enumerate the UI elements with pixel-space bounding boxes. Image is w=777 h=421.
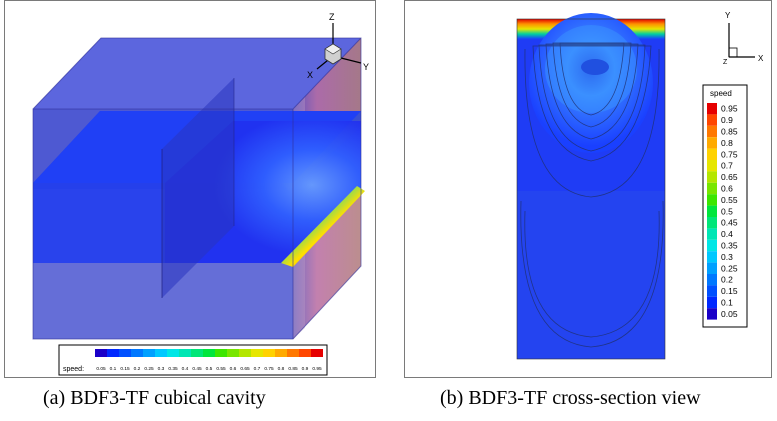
- legend-tick-label: 0.8: [721, 138, 733, 148]
- legend-swatch: [155, 349, 167, 357]
- legend-swatch: [167, 349, 179, 357]
- legend-tick-label: 0.9: [721, 115, 733, 125]
- legend-swatch: [707, 296, 717, 309]
- figure-b-panel: Y Z X speed 0.95 0.9 0.85 0.8 0.75 0.7 0.65 0.6…: [404, 0, 772, 378]
- legend-tick-label: 0.65: [240, 366, 250, 372]
- axis-label-y: Y: [363, 62, 369, 72]
- speed-legend-horizontal: speed: 0.05 0.1 0.15 0.2 0.25 0.3 0.35 0.4 0.45 0…: [58, 344, 328, 376]
- legend-swatch: [95, 349, 107, 357]
- cross-section-plot: Y Z X speed 0.950.9 0.850.80.75 0.70.65 0.6…: [516, 11, 764, 360]
- legend-tick-label: 0.45: [192, 366, 202, 372]
- legend-swatch: [707, 103, 717, 115]
- legend-tick-label: 0.7: [254, 366, 261, 372]
- legend-swatch: [251, 349, 263, 357]
- legend-swatch: [239, 349, 251, 357]
- legend-tick-label: 0.55: [216, 366, 226, 372]
- legend-swatch: [287, 349, 299, 357]
- slice-rim: [281, 186, 365, 267]
- axis-label-z: Z: [329, 12, 335, 22]
- box-top-face-upper: [33, 38, 361, 109]
- legend-swatch: [203, 349, 215, 357]
- legend-tick-label: 0.25: [721, 263, 738, 273]
- legend-tick-label: 0.3: [721, 252, 733, 262]
- legend-tick-label: 0.05: [96, 366, 106, 372]
- legend-swatch: [275, 349, 287, 357]
- cavity-3d-plot: Z Y X speed: 0.05 0.1 0.15 0.2 0.25 0.3 0.35 0.…: [32, 12, 369, 376]
- legend-swatch: [215, 349, 227, 357]
- legend-tick-label: 0.35: [721, 241, 738, 251]
- legend-swatch: [707, 182, 717, 195]
- legend-tick-label: 0.6: [230, 366, 237, 372]
- axis-label-z: Z: [723, 59, 728, 66]
- legend-tick-label: 0.25: [144, 366, 154, 372]
- axis-label-y: Y: [725, 11, 731, 20]
- axis-label-x: X: [758, 54, 764, 63]
- speed-legend-vertical: speed 0.950.90.850.80.750.70.650.60.550.…: [702, 84, 748, 328]
- legend-swatch: [263, 349, 275, 357]
- legend-swatch: [299, 349, 311, 357]
- section-lower-region: [517, 191, 665, 359]
- legend-swatch: [707, 251, 717, 263]
- legend-tick-label: 0.65: [721, 172, 738, 182]
- legend-tick-label: 0.2: [134, 366, 141, 372]
- legend-swatch: [707, 205, 717, 217]
- legend-swatch: [179, 349, 191, 357]
- axis-triad: Y Z X: [723, 11, 764, 66]
- legend-swatch: [707, 171, 717, 183]
- legend-tick-label: 0.85: [721, 127, 738, 137]
- legend-swatch: [143, 349, 155, 357]
- legend-swatch: [707, 194, 717, 206]
- legend-swatch: [311, 349, 323, 357]
- legend-swatch: [707, 217, 717, 229]
- legend-tick-label: 0.15: [120, 366, 130, 372]
- legend-tick-label: 0.35: [168, 366, 178, 372]
- legend-title: speed: [710, 89, 732, 98]
- legend-tick-label: 0.4: [182, 366, 189, 372]
- legend-tick-label: 0.1: [110, 366, 117, 372]
- figure-a-panel: Z Y X speed: 0.05 0.1 0.15 0.2 0.25 0.3 0.35 0.…: [4, 0, 376, 378]
- legend-tick-label: 0.45: [721, 218, 738, 228]
- legend-tick-label: 0.55: [721, 195, 738, 205]
- legend-tick-label: 0.3: [158, 366, 165, 372]
- legend-tick-label: 0.8: [278, 366, 285, 372]
- legend-tick-label: 0.2: [721, 275, 733, 285]
- legend-swatch: [191, 349, 203, 357]
- legend-tick-label: 0.15: [721, 286, 738, 296]
- legend-tick-label: 0.5: [206, 366, 213, 372]
- caption-b: (b) BDF3-TF cross-section view: [440, 387, 701, 409]
- legend-swatch: [707, 285, 717, 297]
- legend-swatch: [707, 148, 717, 160]
- legend-swatch: [119, 349, 131, 357]
- legend-swatch: [131, 349, 143, 357]
- legend-swatch: [707, 274, 717, 286]
- legend-tick-label: 0.05: [721, 309, 738, 319]
- legend-tick-label: 0.75: [721, 149, 738, 159]
- legend-swatch: [707, 137, 717, 149]
- legend-tick-label: 0.6: [721, 184, 733, 194]
- legend-tick-label: 0.95: [721, 104, 738, 114]
- axis-label-x: X: [307, 70, 313, 80]
- legend-swatch: [707, 114, 717, 126]
- legend-swatch: [707, 239, 717, 252]
- legend-swatch: [707, 308, 717, 320]
- streamlines: [520, 42, 664, 348]
- legend-tick-label: 0.4: [721, 229, 733, 239]
- axis-triad: Z Y X: [307, 12, 369, 80]
- legend-tick-label: 0.9: [302, 366, 309, 372]
- legend-swatch: [707, 262, 717, 274]
- legend-tick-label: 0.5: [721, 206, 733, 216]
- legend-tick-label: 0.95: [312, 366, 322, 372]
- legend-swatch: [227, 349, 239, 357]
- legend-swatch: [707, 228, 717, 240]
- legend-swatch: [707, 125, 717, 138]
- caption-a: (a) BDF3-TF cubical cavity: [43, 387, 266, 409]
- legend-swatch: [107, 349, 119, 357]
- vertical-slice: [162, 78, 234, 298]
- legend-title: speed:: [63, 366, 84, 373]
- legend-tick-label: 0.7: [721, 161, 733, 171]
- legend-tick-label: 0.1: [721, 298, 733, 308]
- legend-tick-label: 0.75: [264, 366, 274, 372]
- legend-tick-label: 0.85: [288, 366, 298, 372]
- legend-swatch: [707, 160, 717, 172]
